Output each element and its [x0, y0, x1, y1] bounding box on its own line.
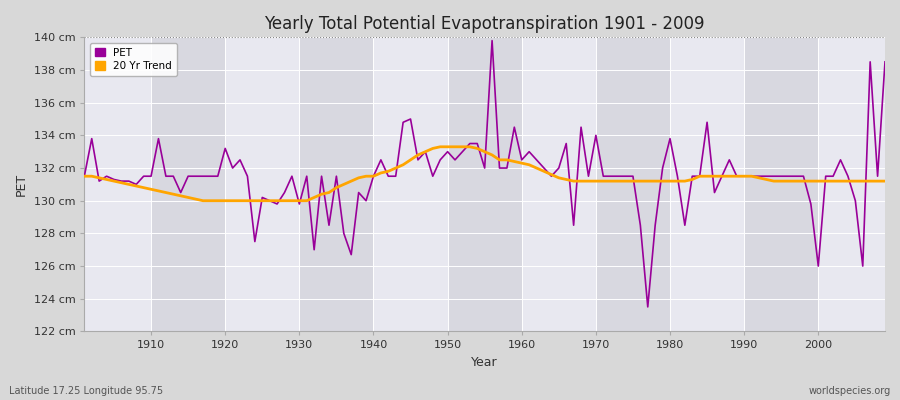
Bar — [151, 37, 225, 332]
Bar — [225, 37, 300, 332]
PET — [487, 38, 498, 43]
Y-axis label: PET: PET — [15, 173, 28, 196]
Line: PET: PET — [85, 41, 885, 307]
20 Yr Trend — [79, 174, 90, 179]
PET — [302, 174, 312, 179]
Bar — [744, 37, 818, 332]
20 Yr Trend — [435, 144, 446, 149]
Title: Yearly Total Potential Evapotranspiration 1901 - 2009: Yearly Total Potential Evapotranspiratio… — [265, 15, 705, 33]
20 Yr Trend — [309, 195, 320, 200]
Bar — [76, 37, 151, 332]
Bar — [670, 37, 744, 332]
PET — [346, 252, 356, 257]
20 Yr Trend — [353, 176, 364, 180]
20 Yr Trend — [531, 166, 542, 170]
PET — [879, 60, 890, 64]
Line: 20 Yr Trend: 20 Yr Trend — [85, 147, 885, 201]
Bar — [522, 37, 596, 332]
20 Yr Trend — [620, 179, 631, 184]
20 Yr Trend — [139, 185, 149, 190]
Bar — [300, 37, 373, 332]
Bar — [818, 37, 893, 332]
PET — [524, 149, 535, 154]
PET — [517, 158, 527, 162]
Text: Latitude 17.25 Longitude 95.75: Latitude 17.25 Longitude 95.75 — [9, 386, 163, 396]
PET — [139, 174, 149, 179]
Bar — [374, 37, 447, 332]
Text: worldspecies.org: worldspecies.org — [809, 386, 891, 396]
Legend: PET, 20 Yr Trend: PET, 20 Yr Trend — [89, 42, 177, 76]
PET — [643, 304, 653, 309]
20 Yr Trend — [524, 162, 535, 167]
Bar — [447, 37, 522, 332]
Bar — [596, 37, 670, 332]
PET — [79, 174, 90, 179]
20 Yr Trend — [879, 179, 890, 184]
20 Yr Trend — [198, 198, 209, 203]
X-axis label: Year: Year — [472, 356, 498, 369]
PET — [613, 174, 624, 179]
